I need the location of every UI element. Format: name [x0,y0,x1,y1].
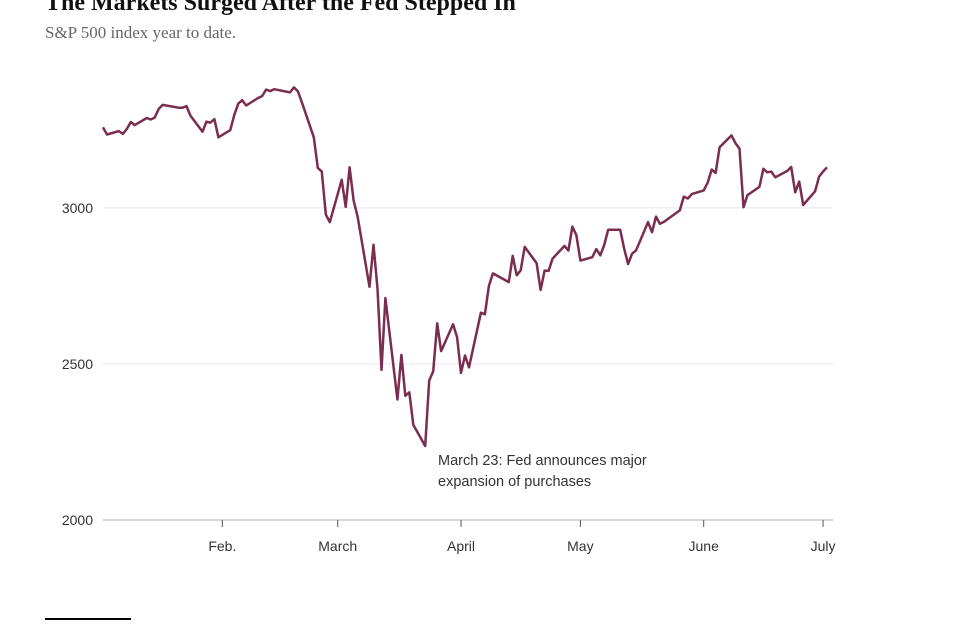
line [101,86,828,448]
x-tick-label: Feb. [208,538,236,554]
y-tick-label: 2500 [62,356,93,372]
y-tick-label: 3000 [62,200,93,216]
chart-title: The Markets Surged After the Fed Stepped… [45,0,516,16]
x-tick-label: May [567,538,593,554]
chart-subtitle: S&P 500 index year to date. [45,23,236,42]
y-tick-label: 2000 [62,512,93,528]
x-tick-label: April [447,538,475,554]
annotation: March 23: Fed announces major [438,453,647,469]
x-tick-label: March [318,538,357,554]
x-tick-label: June [689,538,720,554]
annotation: expansion of purchases [438,474,591,490]
x-tick-label: July [811,538,836,554]
